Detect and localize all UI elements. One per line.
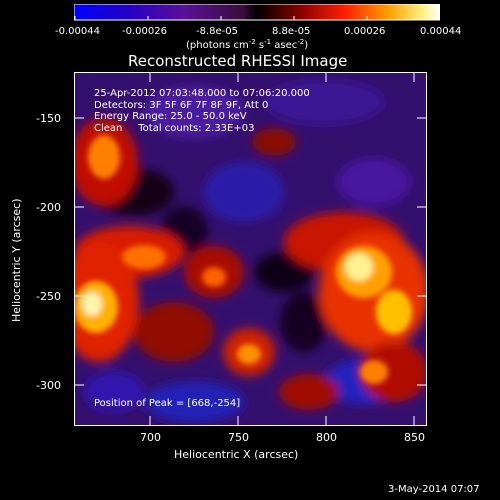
y-tick-label: -200 — [36, 201, 61, 214]
colorbar-tick-5: 0.00026 — [344, 26, 386, 37]
colorbar-tick-2: -0.00026 — [122, 26, 167, 37]
colorbar-tick-4: 8.8e-05 — [272, 26, 311, 37]
image-annotation: 25-Apr-2012 07:03:48.000 to 07:06:20.000… — [94, 88, 310, 134]
rhessi-image — [74, 72, 427, 426]
y-tick-label: -150 — [36, 112, 61, 125]
footer-date: 3-May-2014 07:07 — [388, 484, 480, 495]
peak-position: Position of Peak = [668,-254] — [94, 398, 241, 409]
colorbar-tick-6: 0.00044 — [420, 26, 462, 37]
plot-title: Reconstructed RHESSI Image — [128, 52, 348, 70]
x-axis-label: Heliocentric X (arcsec) — [174, 448, 299, 461]
y-tick-label: -250 — [36, 290, 61, 303]
colorbar-unit-label: (photons cm-2 s-1 asec-2) — [186, 38, 309, 51]
x-tick-label: 700 — [140, 431, 161, 444]
annotation-energy-range: Energy Range: 25.0 - 50.0 keV — [94, 111, 247, 122]
colorbar-tick-1: -0.00044 — [55, 26, 100, 37]
x-tick-label: 850 — [404, 431, 425, 444]
colorbar — [74, 4, 440, 21]
annotation-time-range: 25-Apr-2012 07:03:48.000 to 07:06:20.000 — [94, 88, 310, 99]
y-axis-label: Heliocentric Y (arcsec) — [10, 198, 23, 322]
x-tick-label: 800 — [316, 431, 337, 444]
y-tick-label: -300 — [36, 379, 61, 392]
annotation-detectors: Detectors: 3F 5F 6F 7F 8F 9F, Att 0 — [94, 99, 269, 111]
colorbar-tick-3: -8.8e-05 — [196, 26, 238, 37]
x-tick-label: 750 — [228, 431, 249, 444]
annotation-total-counts: Clean Total counts: 2.33E+03 — [94, 122, 255, 134]
